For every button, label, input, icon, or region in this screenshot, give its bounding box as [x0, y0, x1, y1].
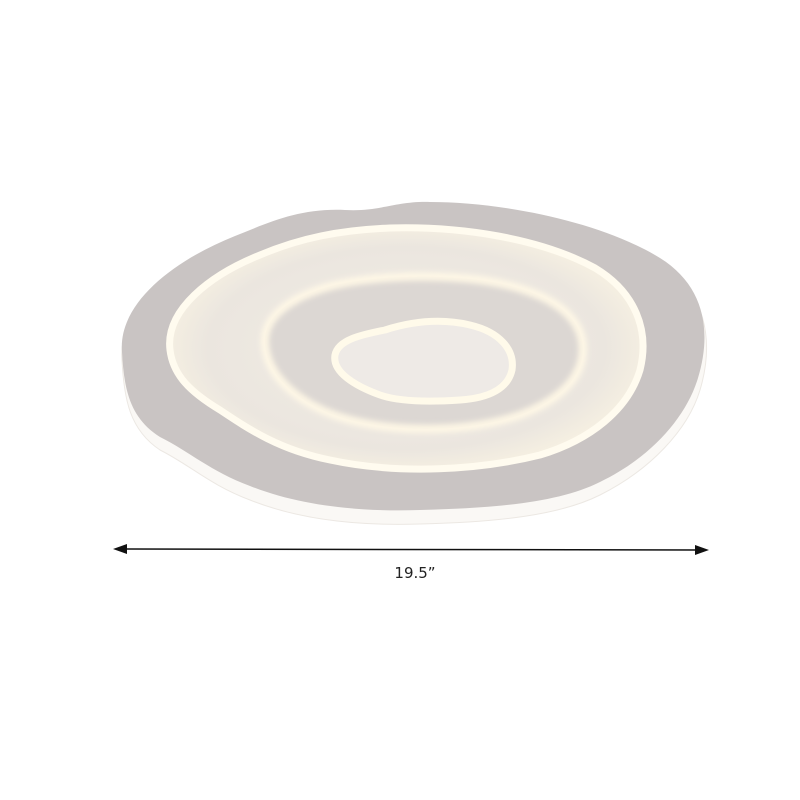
- inner-plate: [331, 317, 516, 405]
- dimension-label: 19.5”: [394, 564, 436, 582]
- middle-light-ring: [260, 272, 587, 433]
- dimension-line: [121, 548, 701, 551]
- arrow-head-right: [695, 545, 709, 555]
- arrow-head-left: [113, 544, 127, 554]
